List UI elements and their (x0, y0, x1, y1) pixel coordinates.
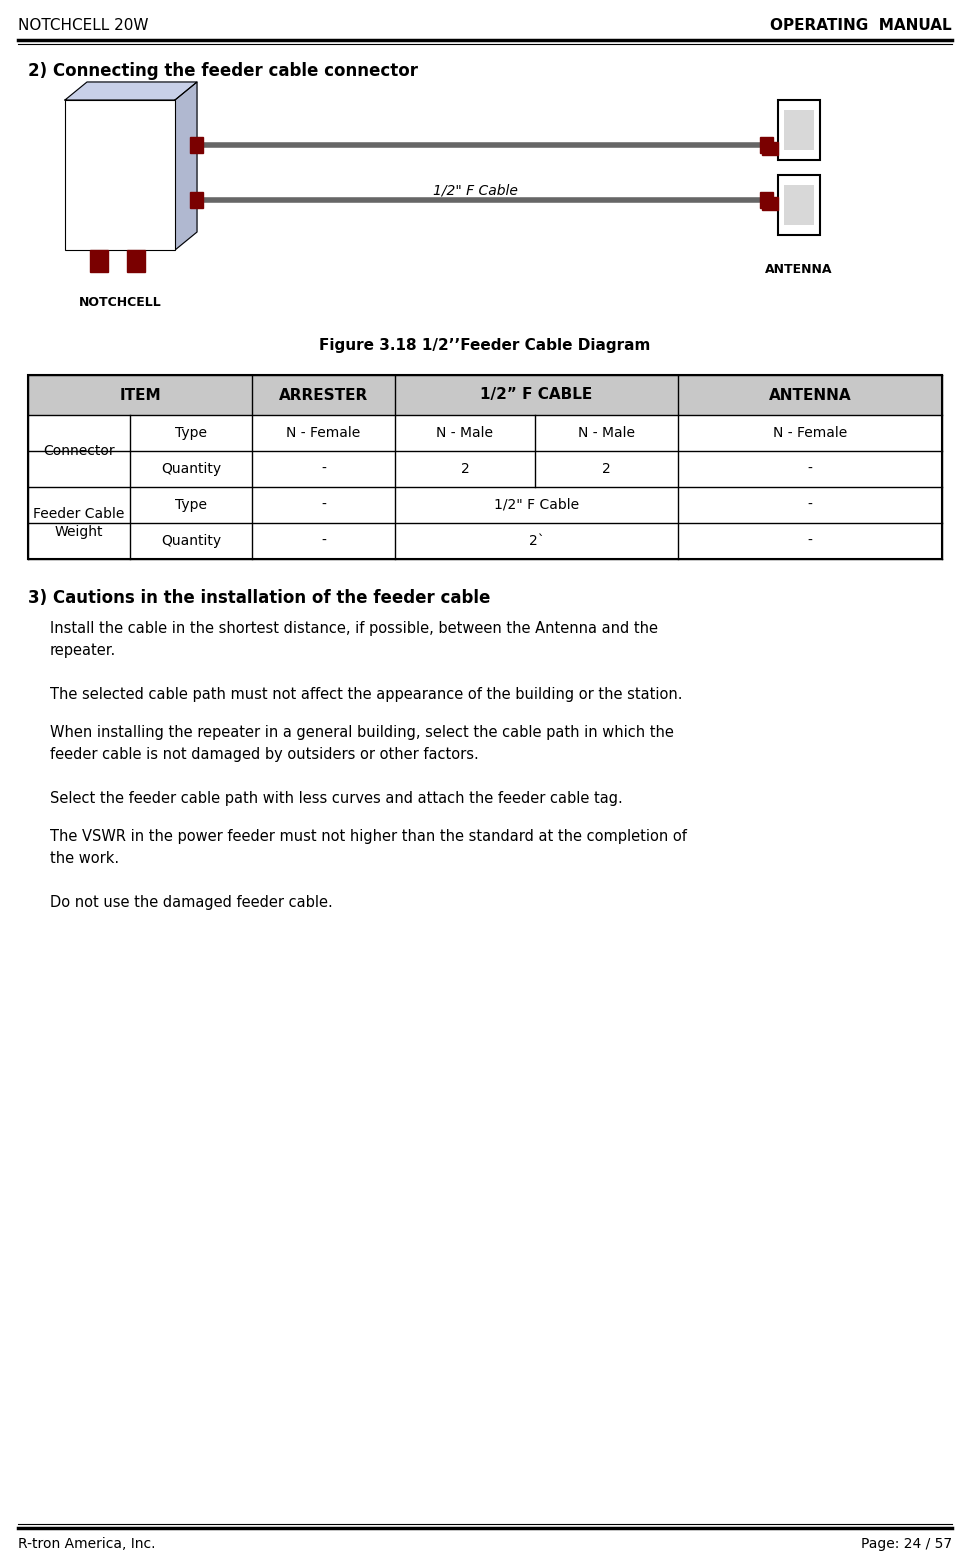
Text: Do not use the damaged feeder cable.: Do not use the damaged feeder cable. (50, 896, 332, 909)
Bar (762, 197, 777, 210)
Polygon shape (174, 82, 197, 250)
Text: Connector: Connector (44, 444, 114, 458)
Bar (777, 99, 819, 160)
Text: N - Male: N - Male (578, 425, 635, 441)
Polygon shape (65, 99, 174, 250)
Text: 1/2" F Cable: 1/2" F Cable (432, 185, 516, 199)
Text: 1/2" F Cable: 1/2" F Cable (493, 498, 578, 512)
Text: The VSWR in the power feeder must not higher than the standard at the completion: The VSWR in the power feeder must not hi… (50, 829, 686, 866)
Text: NOTCHCELL 20W: NOTCHCELL 20W (18, 19, 148, 33)
Bar (783, 110, 813, 151)
Text: ARRESTER: ARRESTER (278, 388, 368, 402)
Text: 2: 2 (460, 462, 469, 476)
Text: N - Female: N - Female (772, 425, 846, 441)
Bar (28, 376, 941, 414)
Bar (783, 185, 813, 225)
Text: ANTENNA: ANTENNA (765, 262, 832, 276)
Text: OPERATING  MANUAL: OPERATING MANUAL (769, 19, 951, 33)
Bar (127, 250, 144, 272)
Bar (762, 141, 777, 155)
Text: -: - (321, 462, 326, 476)
Text: R-tron America, Inc.: R-tron America, Inc. (18, 1536, 155, 1550)
Polygon shape (65, 82, 197, 99)
Bar (190, 192, 203, 208)
Text: Type: Type (174, 425, 206, 441)
Text: The selected cable path must not affect the appearance of the building or the st: The selected cable path must not affect … (50, 688, 682, 702)
Bar (760, 192, 772, 208)
Text: Feeder Cable
Weight: Feeder Cable Weight (33, 508, 125, 539)
Text: Quantity: Quantity (161, 462, 221, 476)
Bar (28, 376, 941, 559)
Text: NOTCHCELL: NOTCHCELL (78, 296, 161, 309)
Text: When installing the repeater in a general building, select the cable path in whi: When installing the repeater in a genera… (50, 725, 673, 762)
Text: N - Female: N - Female (286, 425, 360, 441)
Text: 3) Cautions in the installation of the feeder cable: 3) Cautions in the installation of the f… (28, 590, 490, 607)
Bar (760, 137, 772, 154)
Text: 2`: 2` (528, 534, 544, 548)
Text: -: - (807, 462, 812, 476)
Text: 2: 2 (602, 462, 610, 476)
Text: Page: 24 / 57: Page: 24 / 57 (860, 1536, 951, 1550)
Text: Quantity: Quantity (161, 534, 221, 548)
Text: ITEM: ITEM (119, 388, 161, 402)
Text: -: - (807, 498, 812, 512)
Text: Install the cable in the shortest distance, if possible, between the Antenna and: Install the cable in the shortest distan… (50, 621, 657, 658)
Text: ANTENNA: ANTENNA (767, 388, 851, 402)
Text: -: - (321, 498, 326, 512)
Text: Select the feeder cable path with less curves and attach the feeder cable tag.: Select the feeder cable path with less c… (50, 792, 622, 805)
Bar (90, 250, 108, 272)
Text: 2) Connecting the feeder cable connector: 2) Connecting the feeder cable connector (28, 62, 418, 81)
Bar (777, 175, 819, 234)
Text: 1/2” F CABLE: 1/2” F CABLE (480, 388, 592, 402)
Text: -: - (321, 534, 326, 548)
Bar (190, 137, 203, 154)
Text: Type: Type (174, 498, 206, 512)
Text: Figure 3.18 1/2’’Feeder Cable Diagram: Figure 3.18 1/2’’Feeder Cable Diagram (319, 338, 650, 352)
Text: N - Male: N - Male (436, 425, 493, 441)
Text: -: - (807, 534, 812, 548)
